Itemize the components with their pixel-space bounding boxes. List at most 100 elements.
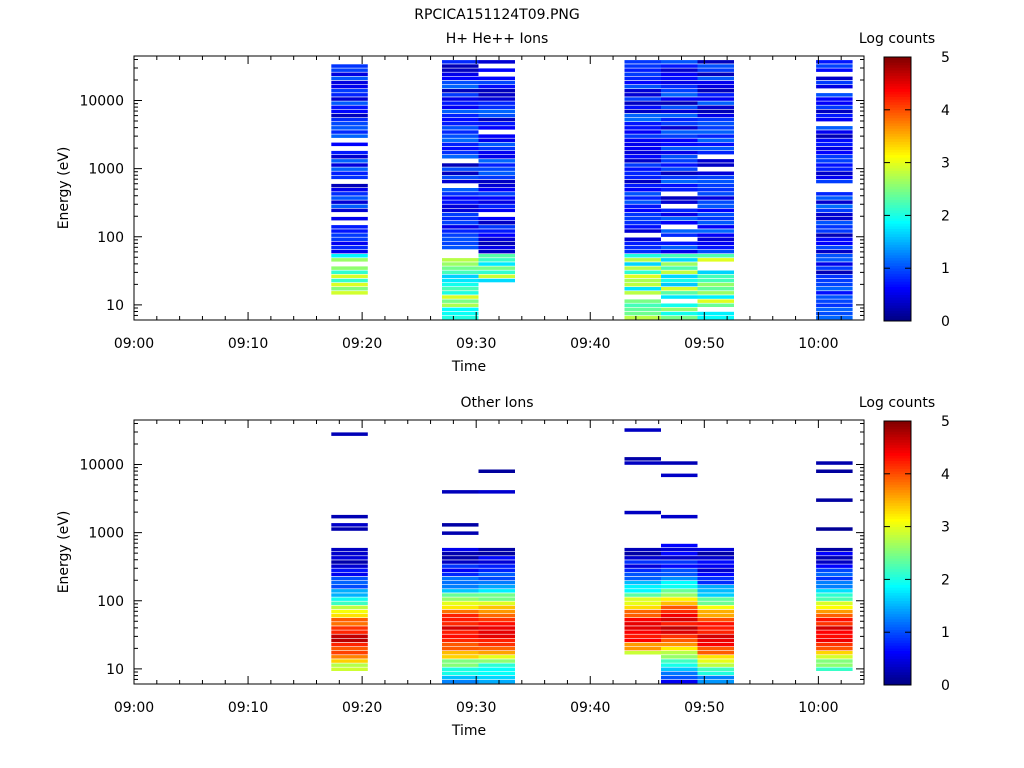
colorbar-tick-label: 0 [941,314,950,330]
heatmap-cell [478,638,515,643]
heatmap-cell [697,245,734,250]
colorbar-step [884,128,911,132]
heatmap-cell [697,192,734,196]
colorbar-step [884,265,911,269]
heatmap-cell [661,287,698,291]
colorbar-step [884,452,911,456]
colorbar-step [884,587,911,591]
heatmap-cell [816,659,853,663]
heatmap-cell [442,221,479,225]
heatmap-cell [478,216,515,221]
heatmap-cell [816,630,853,634]
heatmap-cell [624,130,661,134]
heatmap-cell [331,89,368,93]
heatmap-cell [661,196,698,200]
heatmap-cell [478,254,515,258]
colorbar-step [884,568,911,572]
heatmap-cell [442,109,479,114]
heatmap-cell [624,580,661,585]
heatmap-cell [624,89,661,93]
heatmap-cell [331,150,368,155]
colorbar-step [884,144,911,148]
heatmap-cell [697,126,734,130]
time-column [442,490,479,684]
y-tick-label: 100 [97,230,124,246]
heatmap-cell [442,646,479,651]
heatmap-cell [624,76,661,81]
heatmap-cell [442,638,479,643]
colorbar-step [884,64,911,68]
colorbar-step [884,584,911,588]
heatmap-cell [697,576,734,581]
colorbar-step [884,626,911,630]
heatmap-cell [478,618,515,622]
colorbar-step [884,310,911,314]
heatmap-cell [331,278,368,283]
heatmap-cell [442,155,479,159]
heatmap-cell [661,109,698,114]
heatmap-cell [442,671,479,676]
heatmap-cell [661,663,698,667]
heatmap-cell [331,630,368,634]
heatmap-cell [331,270,368,274]
heatmap-cell [697,89,734,93]
heatmap-cell [697,597,734,601]
heatmap-cell [331,97,368,101]
heatmap-cell [442,613,479,618]
heatmap-cell [816,572,853,577]
heatmap-cell [661,89,698,93]
heatmap-cell [624,311,661,316]
heatmap-cell [442,68,479,72]
heatmap-cell [331,601,368,605]
colorbar-step [884,658,911,662]
colorbar-step [884,669,911,673]
heatmap-cell [816,171,853,175]
heatmap-cell [661,568,698,572]
heatmap-cell [624,142,661,147]
colorbar-step [884,563,911,567]
heatmap-cell [661,295,698,299]
heatmap-cell [624,60,661,64]
heatmap-cell [442,93,479,97]
heatmap-cell [478,134,515,138]
colorbar-step [884,93,911,97]
colorbar-step [884,120,911,124]
heatmap-cell [697,179,734,184]
heatmap-cell [331,105,368,109]
heatmap-cell [442,138,479,142]
heatmap-cell [624,196,661,200]
heatmap-cell [816,64,853,68]
heatmap-cell [697,609,734,614]
heatmap-cell [624,93,661,97]
heatmap-cell [624,597,661,601]
colorbar-step [884,603,911,607]
heatmap-cell [816,498,853,502]
heatmap-cell [478,84,515,89]
heatmap-cell [331,134,368,138]
heatmap-cell [624,572,661,577]
heatmap-cell [624,167,661,171]
heatmap-cell [661,543,698,548]
heatmap-cell [478,163,515,167]
heatmap-cell [697,113,734,118]
heatmap-cell [442,667,479,671]
colorbar-step [884,436,911,440]
colorbar-step [884,526,911,530]
heatmap-cell [624,200,661,204]
heatmap-cell [478,564,515,568]
colorbar-step [884,481,911,485]
colorbar-step [884,204,911,208]
heatmap-cell [442,531,479,535]
heatmap-cell [816,179,853,184]
heatmap-cell [661,134,698,138]
heatmap-cell [442,622,479,626]
colorbar-step [884,315,911,319]
heatmap-cell [661,461,698,465]
heatmap-cell [661,671,698,676]
heatmap-cell [331,638,368,643]
colorbar-step [884,629,911,633]
colorbar-tick-label: 3 [941,156,950,172]
heatmap-cell [816,254,853,258]
colorbar-step [884,270,911,274]
heatmap-cell [661,667,698,671]
